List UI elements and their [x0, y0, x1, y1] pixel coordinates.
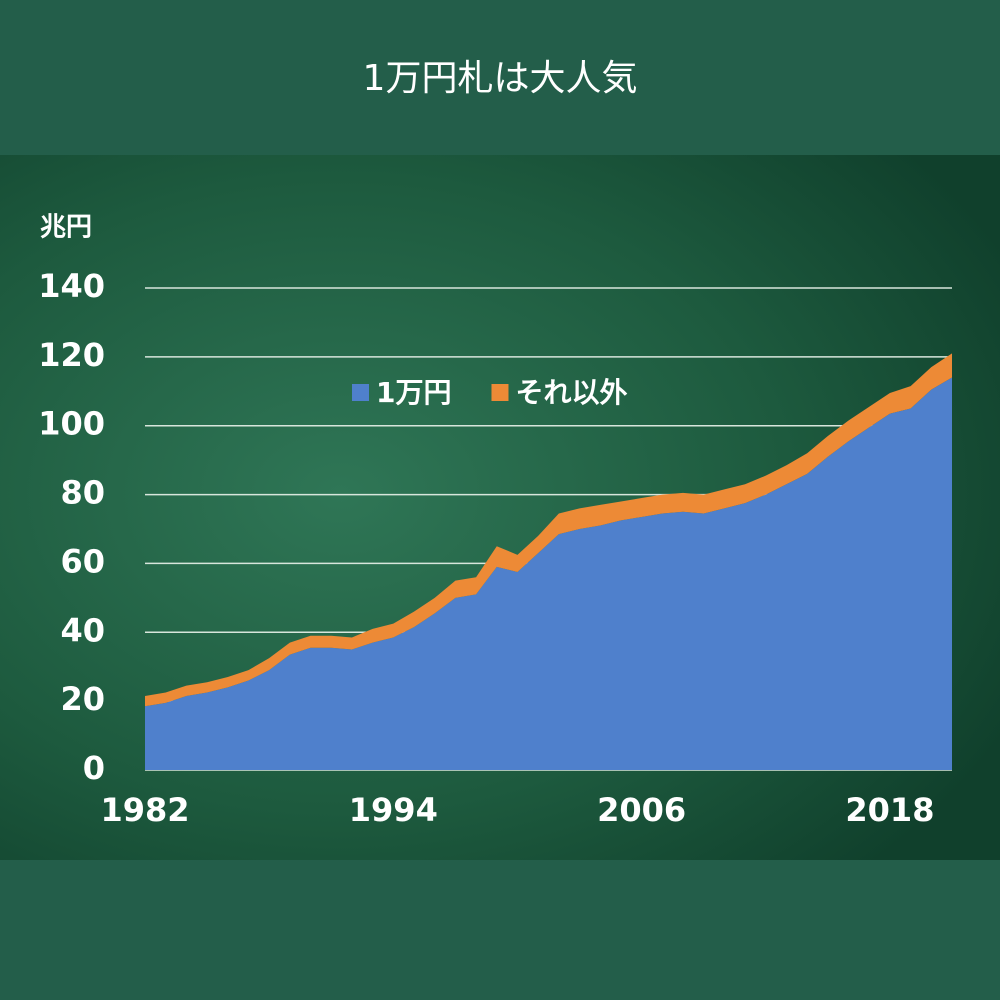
y-tick-label: 80 [60, 474, 105, 512]
y-tick-label: 100 [38, 405, 105, 443]
x-tick-label: 1994 [349, 791, 438, 829]
y-tick-label: 40 [60, 611, 105, 649]
legend-swatch [352, 384, 369, 401]
area [145, 377, 952, 770]
y-tick-label: 20 [60, 680, 105, 718]
legend-label: それ以外 [515, 376, 627, 409]
y-axis-label: 兆円 [40, 213, 92, 243]
y-tick-label: 140 [38, 267, 105, 305]
legend-label: 1万円 [376, 376, 451, 409]
y-tick-label: 120 [38, 336, 105, 374]
y-tick-label: 60 [60, 542, 105, 580]
x-tick-label: 2018 [845, 791, 934, 829]
area [145, 353, 952, 707]
x-tick-label: 2006 [597, 791, 686, 829]
x-tick-label: 1982 [100, 791, 189, 829]
y-tick-label: 0 [83, 749, 105, 787]
chart-title: 1万円札は大人気 [363, 58, 638, 99]
legend-swatch [491, 384, 509, 401]
